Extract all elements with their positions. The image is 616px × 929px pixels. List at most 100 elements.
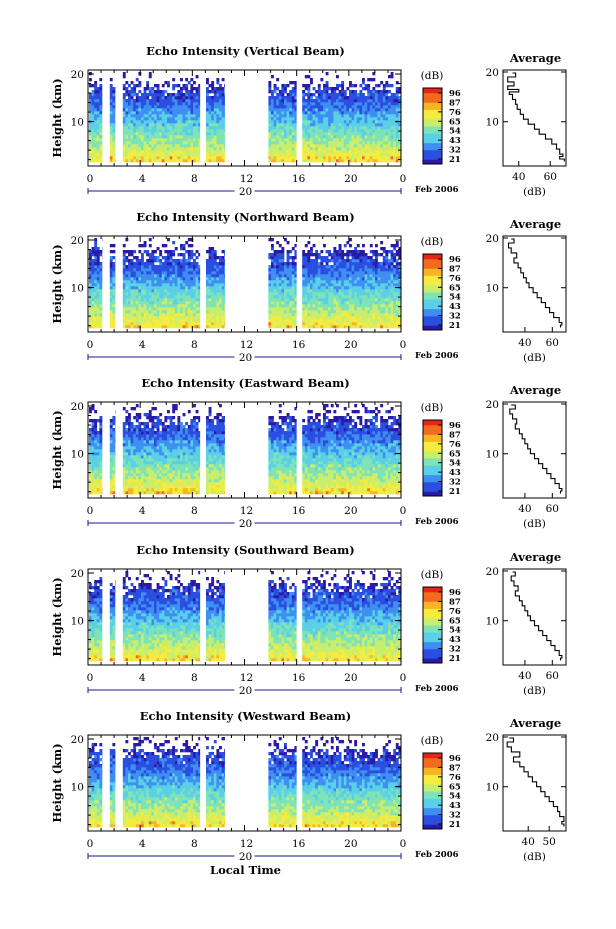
heatmap-cell	[398, 319, 402, 323]
heatmap-cell	[312, 277, 316, 281]
heatmap-cell	[362, 147, 365, 151]
heatmap-cell	[130, 268, 134, 272]
heatmap-cell	[377, 253, 381, 257]
heatmap-cell	[213, 307, 217, 311]
heatmap-cell	[273, 132, 277, 136]
heatmap-cell	[362, 102, 365, 106]
heatmap-cell	[390, 96, 394, 100]
heatmap-cell	[395, 301, 399, 305]
heatmap-cell	[338, 292, 342, 296]
heatmap-cell	[341, 322, 345, 326]
heatmap-cell	[187, 123, 191, 127]
heatmap-cell	[180, 283, 183, 287]
heatmap-cell	[286, 259, 290, 263]
heatmap-cell	[146, 265, 150, 269]
heatmap-cell	[198, 90, 202, 94]
heatmap-cell	[317, 111, 321, 115]
heatmap-cell	[99, 316, 103, 320]
heatmap-cell	[312, 289, 316, 293]
heatmap-cell	[356, 322, 360, 326]
heatmap-cell	[182, 132, 186, 136]
heatmap-cell	[185, 138, 189, 142]
heatmap-cell	[167, 147, 170, 151]
heatmap-cell	[343, 105, 347, 109]
heatmap-cell	[385, 81, 389, 85]
heatmap-cell	[278, 126, 282, 130]
heatmap-cell	[281, 114, 285, 118]
heatmap-cell	[382, 286, 386, 290]
heatmap-cell	[268, 123, 272, 127]
heatmap-cell	[330, 141, 334, 145]
heatmap-cell	[315, 135, 319, 139]
heatmap-cell	[133, 156, 137, 160]
heatmap-cell	[135, 129, 139, 133]
heatmap-cell	[156, 307, 160, 311]
heatmap-cell	[354, 123, 358, 127]
heatmap-cell	[377, 135, 381, 139]
heatmap-cell	[281, 256, 285, 260]
heatmap-cell	[325, 87, 329, 91]
heatmap-cell	[346, 135, 350, 139]
heatmap-cell	[141, 280, 144, 284]
heatmap-cell	[377, 298, 381, 302]
heatmap-cell	[289, 262, 293, 266]
heatmap-cell	[284, 316, 287, 320]
heatmap-cell	[388, 292, 391, 296]
heatmap-cell	[190, 319, 194, 323]
heatmap-cell	[369, 156, 373, 160]
heatmap-cell	[109, 271, 113, 275]
profile-y-tick-label: 20	[486, 67, 499, 79]
heatmap-cell	[271, 259, 274, 263]
heatmap-cell	[286, 150, 290, 154]
heatmap-cell	[154, 310, 157, 314]
heatmap-cell	[271, 253, 274, 257]
heatmap-cell	[354, 117, 358, 121]
heatmap-cell	[122, 322, 126, 326]
heatmap-cell	[317, 96, 321, 100]
heatmap-cell	[159, 259, 163, 263]
heatmap-cell	[336, 277, 339, 281]
heatmap-cell	[349, 159, 352, 163]
heatmap-cell	[284, 135, 287, 139]
heatmap-cell	[346, 307, 350, 311]
heatmap-cell	[174, 283, 178, 287]
heatmap-cell	[388, 289, 391, 293]
heatmap-cell	[388, 135, 391, 139]
heatmap-cell	[388, 259, 391, 263]
heatmap-cell	[395, 105, 399, 109]
heatmap-cell	[320, 259, 324, 263]
heatmap-cell	[380, 274, 384, 278]
heatmap-cell	[190, 277, 194, 281]
heatmap-cell	[211, 310, 215, 314]
heatmap-cell	[362, 159, 365, 163]
heatmap-cell	[213, 132, 217, 136]
heatmap-cell	[154, 313, 157, 317]
heatmap-cell	[375, 301, 378, 305]
heatmap-cell	[320, 120, 324, 124]
heatmap-cell	[390, 111, 394, 115]
heatmap-cell	[328, 156, 332, 160]
heatmap-cell	[148, 262, 152, 266]
heatmap-cell	[354, 295, 358, 299]
heatmap-cell	[187, 259, 191, 263]
heatmap-cell	[213, 301, 217, 305]
heatmap-cell	[128, 150, 131, 154]
heatmap-cell	[393, 99, 397, 103]
heatmap-cell	[109, 114, 113, 118]
colorbar-segment	[423, 142, 442, 146]
heatmap-cell	[109, 274, 113, 278]
heatmap-cell	[375, 144, 378, 148]
heatmap-cell	[213, 159, 217, 163]
heatmap-cell	[375, 84, 378, 88]
heatmap-cell	[364, 108, 368, 112]
heatmap-cell	[369, 283, 373, 287]
heatmap-cell	[268, 90, 272, 94]
heatmap-cell	[359, 256, 363, 260]
heatmap-cell	[130, 117, 134, 121]
heatmap-cell	[125, 123, 129, 127]
heatmap-cell	[151, 280, 155, 284]
heatmap-cell	[211, 313, 215, 317]
heatmap-cell	[206, 304, 209, 308]
heatmap-cell	[151, 313, 155, 317]
heatmap-cell	[185, 298, 189, 302]
